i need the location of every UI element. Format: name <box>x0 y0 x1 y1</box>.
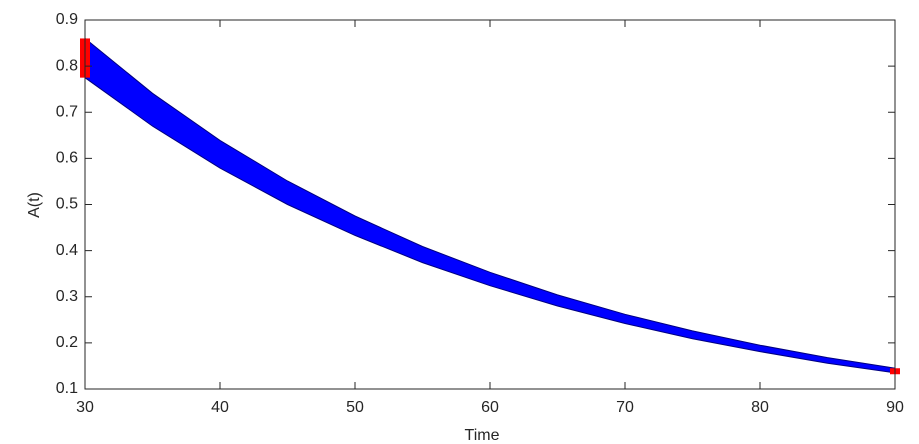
y-tick-label: 0.6 <box>56 150 78 167</box>
y-tick-label: 0.7 <box>56 103 78 120</box>
y-tick-label: 0.4 <box>56 242 78 259</box>
y-tick-label: 0.1 <box>56 380 78 397</box>
y-tick-label: 0.9 <box>56 11 78 28</box>
y-axis-label: A(t) <box>26 192 43 218</box>
x-tick-label: 80 <box>751 399 769 416</box>
band-area <box>84 37 896 374</box>
x-tick-label: 50 <box>346 399 364 416</box>
x-tick-label: 60 <box>481 399 499 416</box>
x-tick-label: 40 <box>211 399 229 416</box>
y-tick-label: 0.2 <box>56 334 78 351</box>
y-tick-label: 0.5 <box>56 196 78 213</box>
y-tick-label: 0.8 <box>56 57 78 74</box>
x-tick-label: 70 <box>616 399 634 416</box>
plot-frame <box>84 19 896 390</box>
x-tick-label: 30 <box>76 399 94 416</box>
x-tick-label: 90 <box>886 399 904 416</box>
y-tick-label: 0.3 <box>56 288 78 305</box>
x-axis-label: Time <box>465 427 500 444</box>
